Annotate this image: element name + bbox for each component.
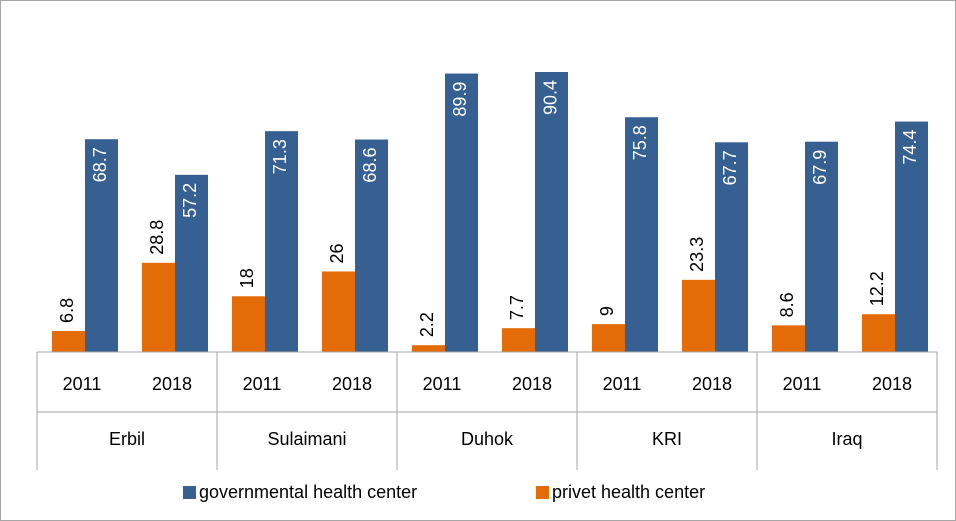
x-tick-label: 2011 (783, 374, 822, 394)
bar (805, 141, 838, 352)
bar (535, 72, 568, 352)
group-label: KRI (652, 429, 682, 449)
bar (52, 330, 85, 352)
bar (355, 139, 388, 352)
bar (322, 271, 355, 352)
data-label: 67.7 (720, 150, 740, 185)
bar (142, 262, 175, 352)
bar (232, 296, 265, 352)
data-label: 6.8 (57, 298, 77, 323)
bar (445, 73, 478, 352)
data-label: 68.7 (90, 147, 110, 182)
legend-label: governmental health center (199, 482, 417, 502)
legend-swatch (536, 486, 549, 499)
x-tick-label: 2011 (63, 374, 102, 394)
bar (502, 328, 535, 352)
x-tick-label: 2018 (692, 374, 732, 394)
bar (592, 324, 625, 352)
data-label: 89.9 (450, 82, 470, 117)
data-label: 75.8 (630, 125, 650, 160)
bar (85, 139, 118, 352)
x-tick-label: 2018 (152, 374, 192, 394)
x-tick-label: 2011 (243, 374, 282, 394)
group-label: Sulaimani (267, 429, 346, 449)
data-label: 2.2 (417, 312, 437, 337)
bar (625, 117, 658, 352)
group-label: Duhok (461, 429, 514, 449)
data-label: 68.6 (360, 148, 380, 183)
data-label: 23.3 (687, 237, 707, 272)
data-label: 12.2 (867, 271, 887, 306)
data-label: 9 (597, 306, 617, 316)
x-tick-label: 2018 (512, 374, 552, 394)
data-label: 26 (327, 243, 347, 263)
group-label: Iraq (831, 429, 862, 449)
data-label: 90.4 (540, 80, 560, 115)
bar (682, 279, 715, 352)
group-label: Erbil (109, 429, 145, 449)
bar (715, 142, 748, 352)
data-label: 7.7 (507, 295, 527, 320)
x-tick-label: 2018 (332, 374, 372, 394)
data-label: 71.3 (270, 139, 290, 174)
bar (772, 325, 805, 352)
bar (895, 121, 928, 352)
data-label: 67.9 (810, 150, 830, 185)
bar (265, 131, 298, 352)
bar (175, 174, 208, 352)
bar (862, 314, 895, 352)
x-tick-label: 2011 (423, 374, 462, 394)
data-label: 57.2 (180, 183, 200, 218)
x-tick-label: 2011 (603, 374, 642, 394)
legend-label: privet health center (552, 482, 705, 502)
data-label: 74.4 (900, 130, 920, 165)
bar (412, 345, 445, 352)
legend-swatch (183, 486, 196, 499)
data-label: 28.8 (147, 220, 167, 255)
x-tick-label: 2018 (872, 374, 912, 394)
data-label: 8.6 (777, 292, 797, 317)
data-label: 18 (237, 268, 257, 288)
